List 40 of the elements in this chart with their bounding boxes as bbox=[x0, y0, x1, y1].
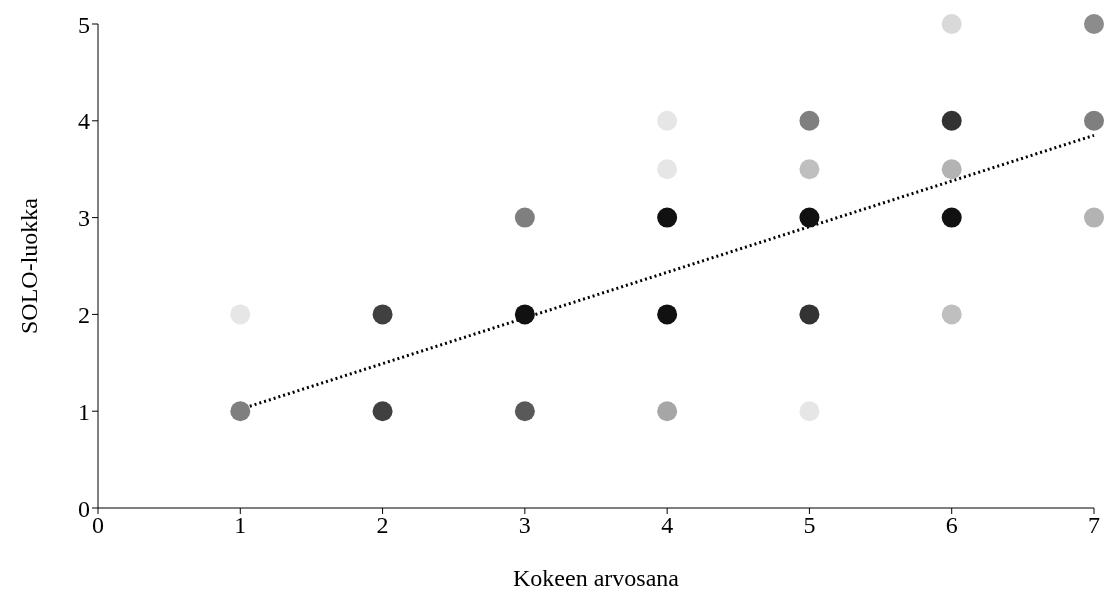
point bbox=[1084, 207, 1104, 228]
point bbox=[657, 401, 678, 422]
x-tick-label: 2 bbox=[376, 512, 389, 539]
point bbox=[799, 207, 820, 228]
point bbox=[657, 110, 678, 131]
y-tick-label: 3 bbox=[78, 205, 90, 232]
x-tick-label: 1 bbox=[234, 512, 247, 539]
point bbox=[941, 159, 962, 180]
point bbox=[657, 207, 678, 228]
point bbox=[1084, 14, 1104, 34]
point bbox=[372, 401, 393, 422]
point bbox=[657, 159, 678, 180]
x-tick-label: 3 bbox=[518, 512, 531, 539]
point bbox=[941, 110, 962, 131]
y-axis-title: SOLO-luokka bbox=[15, 197, 42, 334]
point bbox=[514, 401, 535, 422]
point bbox=[657, 304, 678, 325]
point bbox=[799, 159, 820, 180]
point bbox=[941, 14, 962, 34]
x-tick-label: 4 bbox=[661, 512, 674, 539]
y-tick-label: 5 bbox=[78, 11, 90, 38]
point bbox=[514, 304, 535, 325]
point bbox=[941, 207, 962, 228]
point bbox=[799, 401, 820, 422]
point bbox=[941, 304, 962, 325]
x-axis-title: Kokeen arvosana bbox=[513, 565, 680, 591]
y-tick-label: 2 bbox=[78, 301, 90, 328]
y-tick-label: 0 bbox=[78, 495, 90, 522]
x-tick-label: 7 bbox=[1088, 512, 1100, 539]
y-tick-label: 4 bbox=[78, 108, 90, 135]
y-tick-label: 1 bbox=[78, 398, 90, 425]
point bbox=[799, 110, 820, 131]
x-tick-label: 6 bbox=[945, 512, 958, 539]
point bbox=[799, 304, 820, 325]
point bbox=[230, 304, 251, 325]
point bbox=[372, 304, 393, 325]
point bbox=[230, 401, 251, 422]
point bbox=[514, 207, 535, 228]
x-tick-label: 5 bbox=[803, 512, 816, 539]
point bbox=[1084, 110, 1104, 131]
